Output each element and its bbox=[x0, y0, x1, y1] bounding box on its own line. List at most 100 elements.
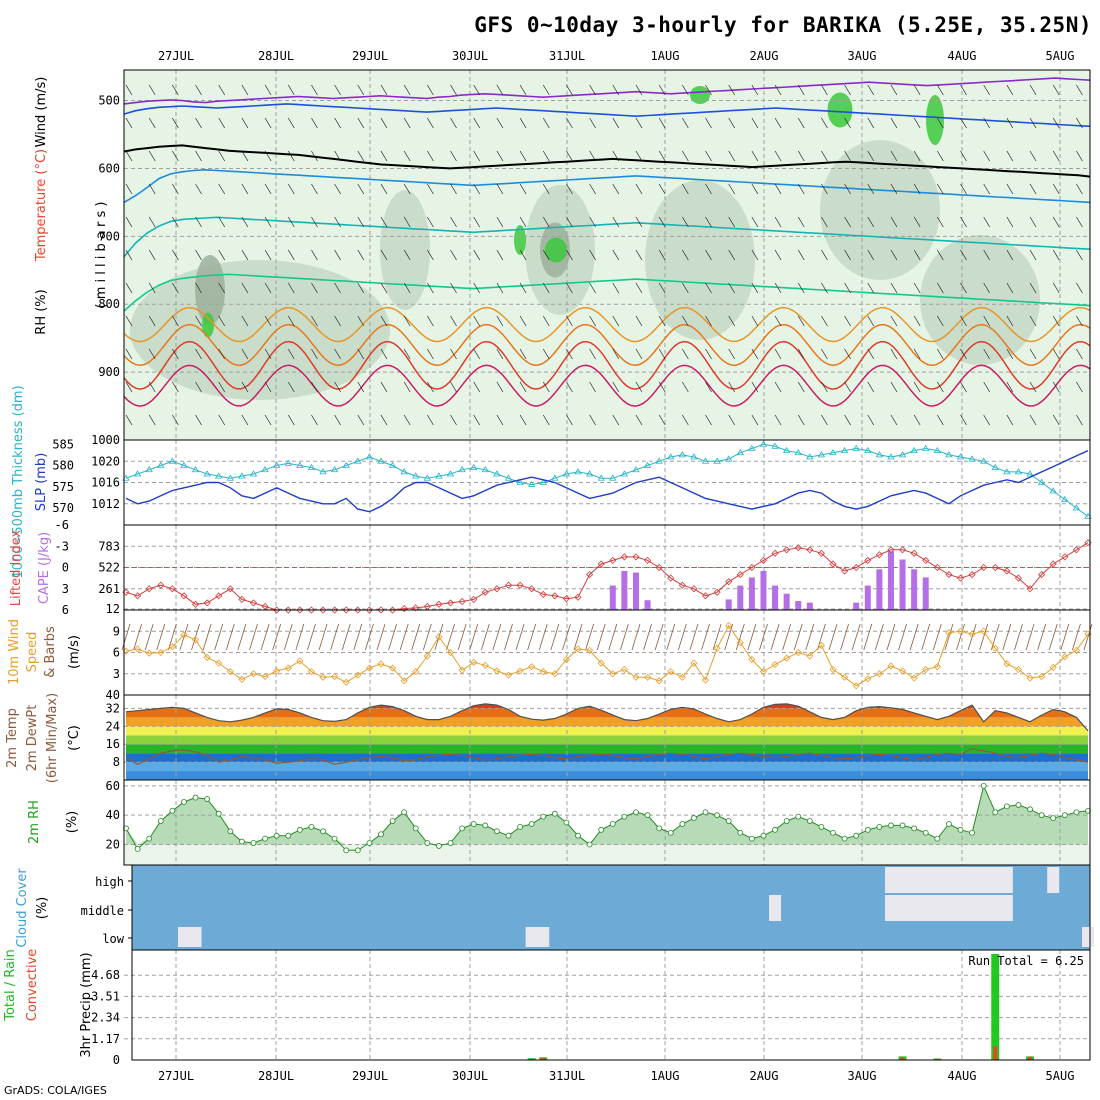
surface-barb-22 bbox=[376, 623, 386, 651]
lifted-index-point-50 bbox=[701, 592, 710, 600]
upper-barb bbox=[542, 381, 550, 393]
upper-barb bbox=[403, 315, 411, 327]
rh-patch-10 bbox=[202, 312, 214, 338]
upper-barb bbox=[1052, 348, 1060, 360]
upper-ylabel-rh: RH (%) bbox=[34, 289, 49, 334]
lifted-index-point-32 bbox=[493, 585, 501, 593]
thickness-point-73 bbox=[968, 455, 976, 462]
upper-barb bbox=[380, 414, 388, 426]
temp-band-0 bbox=[126, 771, 1088, 780]
rh2m-point-5 bbox=[181, 799, 187, 805]
lifted-index-point-48 bbox=[678, 581, 686, 589]
thickness-point-64 bbox=[864, 446, 872, 454]
wind-speed-point-3 bbox=[157, 648, 165, 657]
surface-barb-24 bbox=[399, 623, 409, 651]
precip-tick-4: 0 bbox=[113, 1053, 120, 1067]
upper-barb bbox=[797, 117, 805, 129]
upper-barb bbox=[821, 414, 828, 426]
wind-speed-point-42 bbox=[609, 670, 617, 678]
upper-barb bbox=[960, 84, 967, 96]
upper-barb bbox=[287, 183, 295, 195]
upper-barb bbox=[473, 348, 481, 360]
lifted-index-point-81 bbox=[1061, 553, 1069, 561]
upper-barb bbox=[821, 348, 828, 360]
upper-barb bbox=[218, 150, 226, 162]
thickness-point-79 bbox=[1037, 478, 1046, 485]
upper-barb bbox=[890, 216, 898, 228]
top-day-label-6: 2AUG bbox=[750, 49, 779, 63]
upper-barb bbox=[821, 183, 828, 195]
rh2m-lower-band bbox=[124, 844, 1090, 865]
upper-barb bbox=[960, 216, 967, 228]
upper-barb bbox=[1006, 414, 1014, 426]
lifted-index-point-21 bbox=[365, 606, 373, 614]
upper-barb bbox=[728, 84, 735, 96]
rh2m-point-32 bbox=[493, 828, 500, 835]
upper-barb bbox=[148, 249, 156, 261]
wind-speed-point-70 bbox=[933, 663, 941, 671]
thickness-ylabel: 1000~500mb Thickness (dm) bbox=[11, 385, 26, 578]
lifted-index-point-70 bbox=[933, 563, 941, 572]
upper-barb bbox=[1029, 117, 1037, 129]
bottom-day-label-7: 3AUG bbox=[848, 1069, 877, 1083]
upper-barb bbox=[913, 381, 921, 393]
upper-barb bbox=[1029, 315, 1037, 327]
upper-barb bbox=[960, 282, 967, 294]
upper-barb bbox=[218, 117, 226, 129]
upper-barb bbox=[937, 183, 944, 195]
wind-speed-point-73 bbox=[968, 630, 976, 638]
wind-speed-point-38 bbox=[562, 656, 570, 664]
wind-speed-point-68 bbox=[910, 674, 918, 682]
lifted-index-point-59 bbox=[806, 546, 814, 554]
upper-barb bbox=[334, 282, 341, 294]
lifted-index-point-9 bbox=[226, 585, 234, 593]
upper-barb bbox=[960, 150, 967, 162]
lifted-index-point-77 bbox=[1014, 574, 1023, 582]
surface-barb-82 bbox=[1072, 623, 1081, 651]
upper-barb bbox=[589, 84, 596, 96]
upper-barb bbox=[705, 249, 712, 261]
upper-barb bbox=[635, 84, 643, 96]
surface-barb-66 bbox=[886, 623, 896, 651]
lifted-index-point-72 bbox=[956, 574, 965, 582]
upper-barb bbox=[125, 84, 133, 96]
surface-barb-79 bbox=[1037, 623, 1047, 651]
upper-barb bbox=[1029, 414, 1037, 426]
upper-barb bbox=[473, 249, 481, 261]
wind-speed-point-53 bbox=[736, 639, 744, 647]
upper-barb bbox=[172, 282, 179, 294]
upper-barb bbox=[125, 348, 133, 360]
surface-barb-39 bbox=[573, 623, 583, 651]
thickness-point-48 bbox=[678, 451, 687, 458]
upper-barb bbox=[1006, 315, 1014, 327]
rh2m-point-25 bbox=[412, 825, 419, 832]
upper-barb bbox=[774, 315, 782, 327]
wind-speed-point-41 bbox=[597, 659, 605, 667]
slp-ylabel: SLP (mb) bbox=[34, 453, 49, 512]
upper-barb bbox=[403, 348, 411, 360]
rh2m-point-16 bbox=[308, 823, 315, 830]
upper-barb bbox=[867, 414, 875, 426]
surface-barb-69 bbox=[921, 623, 931, 651]
upper-barb bbox=[334, 249, 341, 261]
lifted-index-point-82 bbox=[1072, 546, 1080, 554]
thickness-point-15 bbox=[296, 461, 304, 468]
upper-barb bbox=[218, 315, 226, 327]
upper-barb bbox=[519, 150, 527, 162]
upper-barb bbox=[612, 216, 620, 228]
lifted-index-point-11 bbox=[249, 599, 258, 607]
thickness-point-17 bbox=[319, 468, 327, 475]
upper-barb bbox=[682, 348, 689, 360]
upper-barb bbox=[357, 249, 365, 261]
upper-barb bbox=[125, 282, 133, 294]
thickness-point-20 bbox=[354, 457, 362, 464]
run-total-label: Run Total = 6.25 bbox=[968, 954, 1084, 968]
rh2m-point-30 bbox=[470, 821, 477, 827]
surface-barb-33 bbox=[504, 623, 513, 651]
upper-barb bbox=[241, 282, 249, 294]
upper-barb bbox=[450, 249, 457, 261]
thickness-point-16 bbox=[307, 463, 316, 471]
wind-speed-point-46 bbox=[655, 677, 663, 685]
rh2m-point-17 bbox=[320, 828, 326, 835]
cape-bar-45 bbox=[644, 600, 651, 610]
